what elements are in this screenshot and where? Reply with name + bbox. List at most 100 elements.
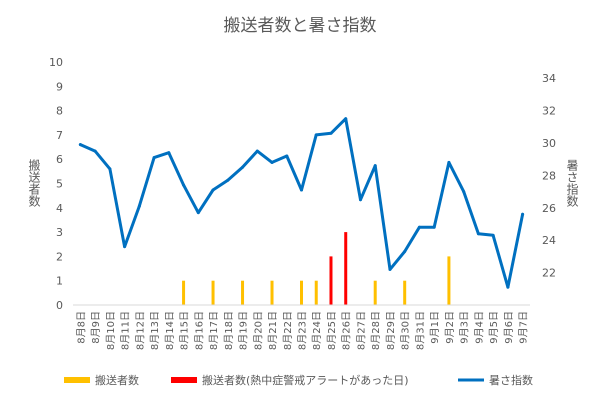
bar xyxy=(373,280,377,305)
line-point xyxy=(226,178,230,182)
line-point xyxy=(241,165,245,169)
bar xyxy=(344,232,348,305)
x-tick-label: 8月13日 xyxy=(149,311,161,350)
y-tick-label-right: 34 xyxy=(542,72,556,85)
line-point xyxy=(388,267,392,271)
legend-swatch xyxy=(64,377,90,383)
x-tick-label: 9月2日 xyxy=(444,311,456,344)
bar-series xyxy=(182,232,451,305)
x-tick-label: 8月20日 xyxy=(252,311,264,350)
y-tick-label-left: 6 xyxy=(56,153,63,166)
x-tick-label: 8月29日 xyxy=(385,311,397,350)
x-tick-label: 9月3日 xyxy=(459,311,471,344)
line-point xyxy=(78,143,82,147)
line-point xyxy=(270,160,274,164)
x-tick-label: 9月1日 xyxy=(429,311,441,344)
line-point xyxy=(506,285,510,289)
line-point xyxy=(167,151,171,155)
x-tick-label: 8月11日 xyxy=(120,311,132,350)
x-tick-label: 8月15日 xyxy=(179,311,191,350)
legend-label: 搬送者数(熱中症警戒アラートがあった日) xyxy=(202,373,409,387)
line-series xyxy=(78,117,525,289)
y-tick-label-right: 32 xyxy=(542,105,556,118)
x-axis-tick-labels: 8月8日 8月9日 8月10日 8月11日 8月12日 8月13日 8月14日 8月15日 8月… xyxy=(75,311,529,350)
line-point xyxy=(462,190,466,194)
y-tick-label-right: 26 xyxy=(542,202,556,215)
x-tick-label: 9月4日 xyxy=(473,311,485,344)
x-tick-label: 8月24日 xyxy=(311,311,323,350)
x-tick-label: 8月19日 xyxy=(238,311,250,350)
y-axis-title-left: 搬送者数 xyxy=(27,158,41,208)
x-tick-label: 8月25日 xyxy=(326,311,338,350)
bar xyxy=(403,280,407,305)
x-tick-label: 8月16日 xyxy=(193,311,205,350)
y-tick-label-left: 10 xyxy=(49,56,63,69)
x-tick-label: 8月28日 xyxy=(370,311,382,350)
bar xyxy=(211,280,215,305)
legend-item: 搬送者数 xyxy=(64,373,139,387)
line-point xyxy=(196,211,200,215)
line-point xyxy=(300,188,303,192)
line-point xyxy=(255,149,259,153)
line-point xyxy=(182,183,186,187)
y-axis-title-right: 暑さ指数 xyxy=(565,159,579,208)
line-point xyxy=(403,250,407,254)
x-tick-label: 8月18日 xyxy=(223,311,235,350)
line-point xyxy=(447,160,451,164)
y-tick-label-left: 9 xyxy=(56,80,63,93)
line-point xyxy=(417,225,421,229)
legend-item: 搬送者数(熱中症警戒アラートがあった日) xyxy=(171,373,409,387)
x-tick-label: 9月7日 xyxy=(518,311,530,344)
bar xyxy=(241,280,245,305)
x-tick-label: 8月23日 xyxy=(297,311,309,350)
line-point xyxy=(432,225,436,229)
legend-label: 暑さ指数 xyxy=(489,373,533,387)
y-tick-label-left: 5 xyxy=(56,178,63,191)
line-point xyxy=(358,198,362,202)
bar xyxy=(300,280,303,305)
y-tick-label-right: 30 xyxy=(542,137,556,150)
line-point xyxy=(93,149,97,153)
x-tick-label: 8月21日 xyxy=(267,311,279,350)
y-tick-label-left: 4 xyxy=(56,202,63,215)
line-point xyxy=(491,233,495,237)
line-point xyxy=(314,133,318,137)
line-point xyxy=(329,131,333,135)
y-tick-label-right: 24 xyxy=(542,234,556,247)
x-tick-label: 9月5日 xyxy=(488,311,500,344)
y-tick-label-left: 1 xyxy=(56,275,63,288)
line-point xyxy=(476,232,480,236)
x-tick-label: 8月22日 xyxy=(282,311,294,350)
line-point xyxy=(373,164,377,168)
x-tick-label: 8月30日 xyxy=(400,311,412,350)
x-tick-label: 9月6日 xyxy=(503,311,515,344)
bar xyxy=(314,280,318,305)
legend: 搬送者数 搬送者数(熱中症警戒アラートがあった日) 暑さ指数 xyxy=(64,373,533,387)
y-tick-label-right: 22 xyxy=(542,267,556,280)
right-axis-ticks: 22 24 26 28 30 32 34 xyxy=(542,72,556,279)
x-tick-label: 8月26日 xyxy=(341,311,353,350)
bar xyxy=(447,256,451,305)
x-tick-label: 8月10日 xyxy=(105,311,117,350)
legend-label: 搬送者数 xyxy=(95,373,139,387)
line-point xyxy=(521,212,525,216)
bar xyxy=(329,256,333,305)
legend-item: 暑さ指数 xyxy=(458,373,533,387)
y-tick-label-left: 0 xyxy=(56,299,63,312)
line-point xyxy=(137,204,141,208)
y-tick-label-left: 3 xyxy=(56,226,63,239)
bar xyxy=(270,280,274,305)
x-tick-label: 8月17日 xyxy=(208,311,220,350)
x-tick-label: 8月31日 xyxy=(414,311,426,350)
x-tick-label: 8月9日 xyxy=(90,311,102,344)
legend-swatch xyxy=(171,377,197,383)
y-tick-label-left: 8 xyxy=(56,105,63,118)
bar xyxy=(182,280,186,305)
x-tick-label: 8月14日 xyxy=(164,311,176,350)
left-axis-ticks: 0 1 2 3 4 5 6 7 8 9 10 xyxy=(49,56,63,312)
line-point xyxy=(285,154,289,158)
x-tick-label: 8月27日 xyxy=(355,311,367,350)
chart-title: 搬送者数と暑さ指数 xyxy=(224,16,377,36)
